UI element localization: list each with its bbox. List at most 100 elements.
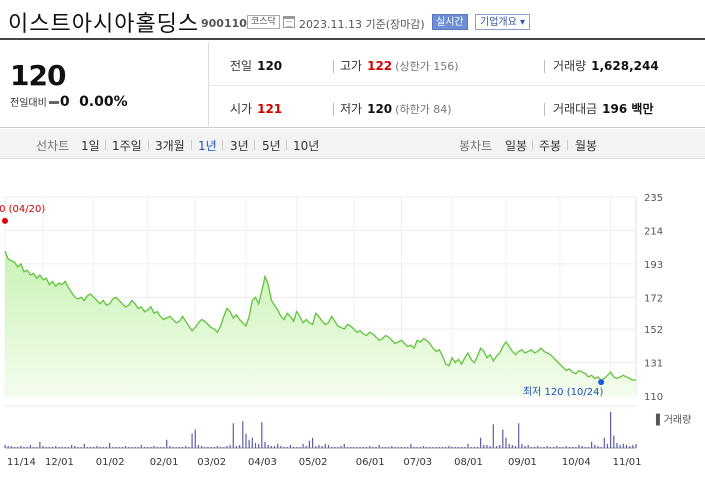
volume-bar xyxy=(188,446,190,448)
tab-1d[interactable]: 1일 xyxy=(81,139,100,153)
tab-3m[interactable]: 3개월 xyxy=(155,139,185,153)
volume-bar xyxy=(124,445,127,448)
volume-bar xyxy=(213,446,215,448)
flat-change-icon xyxy=(48,100,59,104)
y-tick-label: 152 xyxy=(644,325,663,336)
realtime-button[interactable]: 실시간 xyxy=(432,14,468,30)
volume-bar xyxy=(185,445,187,448)
volume-bar xyxy=(67,446,70,448)
volume-bar xyxy=(524,445,526,448)
volume-bar xyxy=(166,439,168,448)
volume-bar xyxy=(606,443,609,448)
volume-bar xyxy=(502,429,504,448)
volume-bar xyxy=(416,446,418,448)
tab-5y[interactable]: 5년 xyxy=(262,139,281,153)
volume-bar xyxy=(334,446,336,448)
volume-bar xyxy=(39,441,41,448)
volume-bar xyxy=(150,446,152,448)
volume-bar xyxy=(286,446,288,448)
amount-label: 거래대금 xyxy=(553,102,598,116)
volume-bar xyxy=(480,437,482,448)
volume-bar xyxy=(521,443,523,448)
volume-bar xyxy=(51,446,54,448)
tab-10y[interactable]: 10년 xyxy=(293,139,320,153)
cell-separator xyxy=(333,60,334,73)
volume-bar xyxy=(587,446,590,448)
line-chart-label: 선차트 xyxy=(36,139,70,153)
low-value: 120 xyxy=(367,102,393,116)
volume-bar xyxy=(280,445,282,448)
change-label: 전일대비 xyxy=(10,98,47,109)
volume-bar xyxy=(210,446,212,448)
volume-bar xyxy=(426,446,428,448)
x-tick-label: 02/01 xyxy=(150,457,179,468)
volume-bar xyxy=(391,445,393,448)
volume-bar xyxy=(353,446,355,448)
volume-bar xyxy=(17,446,19,448)
tab-daily-candle[interactable]: 일봉 xyxy=(505,139,528,153)
tab-separator xyxy=(532,140,533,150)
volume-bar xyxy=(156,446,158,448)
volume-bar xyxy=(137,446,139,448)
volume-bar xyxy=(597,445,599,448)
tab-monthly-candle[interactable]: 월봉 xyxy=(575,139,598,153)
volume-bar xyxy=(251,437,253,448)
tab-weekly-candle[interactable]: 주봉 xyxy=(539,139,562,153)
volume-bar xyxy=(121,446,123,448)
volume-bar xyxy=(362,446,364,448)
volume-bar xyxy=(315,445,317,448)
volume-bar xyxy=(632,444,634,448)
volume-bar xyxy=(394,446,396,448)
chart-period-tabs: 선차트 1일 1주일 3개월 1년 3년 5년 10년 봉차트 일봉 주봉 월봉 xyxy=(0,129,705,159)
volume-bar xyxy=(220,446,222,448)
volume-bar xyxy=(407,446,409,448)
x-tick-label: 11/01 xyxy=(613,457,642,468)
volume-bar xyxy=(518,423,520,448)
x-tick-label: 08/01 xyxy=(454,457,483,468)
volume-bar xyxy=(346,446,349,448)
tab-3y[interactable]: 3년 xyxy=(230,139,249,153)
volume-bar xyxy=(403,446,406,448)
min-point-marker xyxy=(598,379,605,386)
volume-bar xyxy=(318,444,320,448)
min-annotation: 최저 120 (10/24) xyxy=(523,386,604,398)
volume-bar xyxy=(473,446,475,448)
max-point-marker xyxy=(2,217,8,224)
volume-bar xyxy=(505,437,507,448)
volume-bar xyxy=(58,446,60,448)
volume-bar xyxy=(432,446,434,448)
volume-bar xyxy=(93,446,95,448)
y-tick-label: 110 xyxy=(644,392,663,403)
volume-bar xyxy=(29,444,31,448)
volume-bar xyxy=(613,435,615,448)
volume-bar xyxy=(635,443,637,448)
tab-separator xyxy=(254,140,255,150)
price-chart[interactable]: 235 214 193 172 152 131 110 11/14 12/01 01/02 02/… xyxy=(0,160,705,489)
volume-bar xyxy=(134,446,136,448)
volume-bar xyxy=(77,446,79,448)
volume-bar xyxy=(20,445,22,448)
volume-bar xyxy=(289,444,291,448)
volume-bar xyxy=(143,446,146,448)
tab-1y[interactable]: 1년 xyxy=(198,139,217,153)
company-overview-dropdown[interactable]: 기업개요 ▾ xyxy=(475,14,530,30)
volume-bar xyxy=(273,445,276,448)
volume-bar xyxy=(245,433,247,448)
volume-bar xyxy=(191,433,193,448)
volume-bar xyxy=(381,446,383,448)
amount-cell: 거래대금 196 백만 xyxy=(553,100,653,117)
volume-bar xyxy=(530,446,532,448)
volume-bar xyxy=(229,444,231,448)
price-line xyxy=(4,250,636,381)
volume-bar xyxy=(486,444,488,448)
volume-bar xyxy=(175,446,177,448)
tab-1w[interactable]: 1주일 xyxy=(112,139,142,153)
tab-separator xyxy=(191,140,192,150)
volume-bar xyxy=(445,446,447,448)
volume-bar xyxy=(527,444,529,448)
reference-date: 2023.11.13 기준(장마감) xyxy=(299,18,425,31)
volume-bar xyxy=(397,446,399,448)
volume-bar xyxy=(359,446,361,448)
volume-bar xyxy=(131,446,133,448)
volume-bar xyxy=(204,446,206,448)
